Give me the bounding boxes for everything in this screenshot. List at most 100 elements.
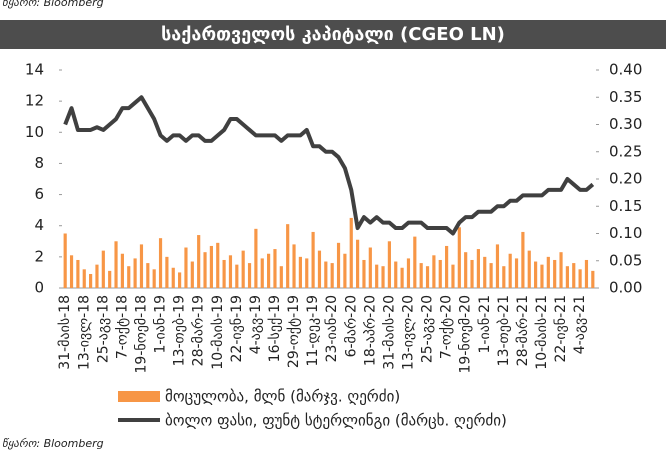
x-tick-label: 18-აპრ-20 <box>361 295 378 366</box>
y-tick-label: 14 <box>25 61 44 79</box>
x-tick-label: 22-ივნ-19 <box>229 295 245 362</box>
bar <box>247 263 252 288</box>
bar <box>184 247 188 288</box>
x-tick-label: 22-ივნ-21 <box>553 295 569 362</box>
x-tick-label: 13-თებ-19 <box>172 295 188 366</box>
y-tick-label: 8 <box>34 154 44 172</box>
bar <box>464 252 468 288</box>
bar <box>502 266 506 288</box>
price-line <box>63 95 595 236</box>
x-tick-label: 1-იან-19 <box>153 295 169 354</box>
bar <box>521 231 525 288</box>
bar <box>387 241 391 288</box>
x-tick-label: 13-თებ-21 <box>496 295 512 366</box>
bar <box>362 259 366 288</box>
x-tick-label: 6-მარ-20 <box>342 295 359 357</box>
x-tick-label: 16-სექ-19 <box>267 295 283 362</box>
bar <box>152 269 156 288</box>
bar <box>241 250 245 288</box>
bar <box>133 258 137 288</box>
bar <box>483 256 487 288</box>
bar <box>508 253 512 288</box>
bar <box>228 255 233 288</box>
bar <box>120 253 124 288</box>
bar <box>197 235 201 288</box>
y2-tick-label: 0.05 <box>609 251 642 269</box>
bar <box>438 259 442 288</box>
bar <box>527 250 531 288</box>
x-tick-label: 13-ივლ-18 <box>76 295 92 370</box>
bar <box>413 236 417 288</box>
title-bar <box>0 20 666 49</box>
bar <box>565 266 569 288</box>
x-tick-label: 31-მაის-18 <box>57 295 73 370</box>
bar <box>69 255 74 288</box>
bar <box>209 245 213 288</box>
source: წყარო: Bloomberg <box>2 437 104 450</box>
bar <box>158 238 163 288</box>
x-tick-label: 23-იან-20 <box>324 295 340 362</box>
bar <box>101 250 105 288</box>
legend-label: ბოლო ფასი, ფუნტ სტერლინგი (მარცხ. ღერძი) <box>165 412 507 430</box>
bar <box>534 261 538 288</box>
y2-tick-label: 0.30 <box>609 115 642 133</box>
bar <box>95 264 99 288</box>
bar <box>540 264 544 288</box>
x-tick-label: 19-ნოემ-18 <box>133 295 149 373</box>
y-tick-label: 10 <box>25 123 44 141</box>
x-tick-label: 10-მაის-21 <box>534 295 550 370</box>
bar <box>394 261 398 288</box>
bar <box>286 224 290 288</box>
y2-tick-label: 0.20 <box>609 170 642 188</box>
bar <box>343 253 347 288</box>
bar <box>146 263 150 288</box>
legend-swatch-bar <box>118 391 160 402</box>
bar <box>457 227 461 288</box>
y-tick-label: 12 <box>25 92 44 110</box>
x-tick-label: 11-დეკ-19 <box>305 295 321 366</box>
bar <box>108 270 112 288</box>
bar <box>375 264 379 288</box>
bar <box>578 269 582 288</box>
bar <box>190 261 194 288</box>
bar <box>165 256 169 288</box>
bar <box>368 247 372 288</box>
bar <box>381 266 385 288</box>
x-tick-label: 28-მარ-21 <box>514 295 531 366</box>
bar <box>406 258 411 288</box>
bar <box>305 258 309 288</box>
x-tick-label: 31-მაის-20 <box>381 295 397 370</box>
x-tick-label: 25-აგვ-18 <box>95 295 111 363</box>
y2-tick-label: 0.15 <box>609 197 642 215</box>
source-top: წყარო: Bloomberg <box>2 0 104 9</box>
y-tick-label: 4 <box>34 216 44 234</box>
x-tick-label: 25-აგვ-20 <box>420 295 436 363</box>
y-tick-label: 2 <box>34 247 44 265</box>
bar <box>171 267 175 288</box>
y2-tick-label: 0.25 <box>609 142 642 160</box>
bar <box>470 259 474 288</box>
y-tick-label: 6 <box>34 185 44 203</box>
bar <box>260 258 264 288</box>
bar <box>222 259 226 288</box>
bar <box>476 249 480 288</box>
bar <box>419 263 423 288</box>
bar <box>572 263 576 288</box>
bar <box>203 252 207 288</box>
bar <box>559 252 563 288</box>
y-tick-label: 0 <box>34 279 44 297</box>
bar <box>311 231 315 288</box>
bar <box>546 256 550 288</box>
bar <box>495 244 500 288</box>
y2-tick-label: 0.35 <box>609 88 642 106</box>
bar <box>591 270 595 288</box>
bar <box>76 259 80 288</box>
bar <box>324 261 328 288</box>
bar <box>267 253 271 288</box>
bar <box>336 242 341 288</box>
bar <box>139 244 144 288</box>
bar <box>235 264 239 288</box>
bar <box>114 241 118 288</box>
x-tick-label: 4-აგვ-21 <box>572 295 588 354</box>
